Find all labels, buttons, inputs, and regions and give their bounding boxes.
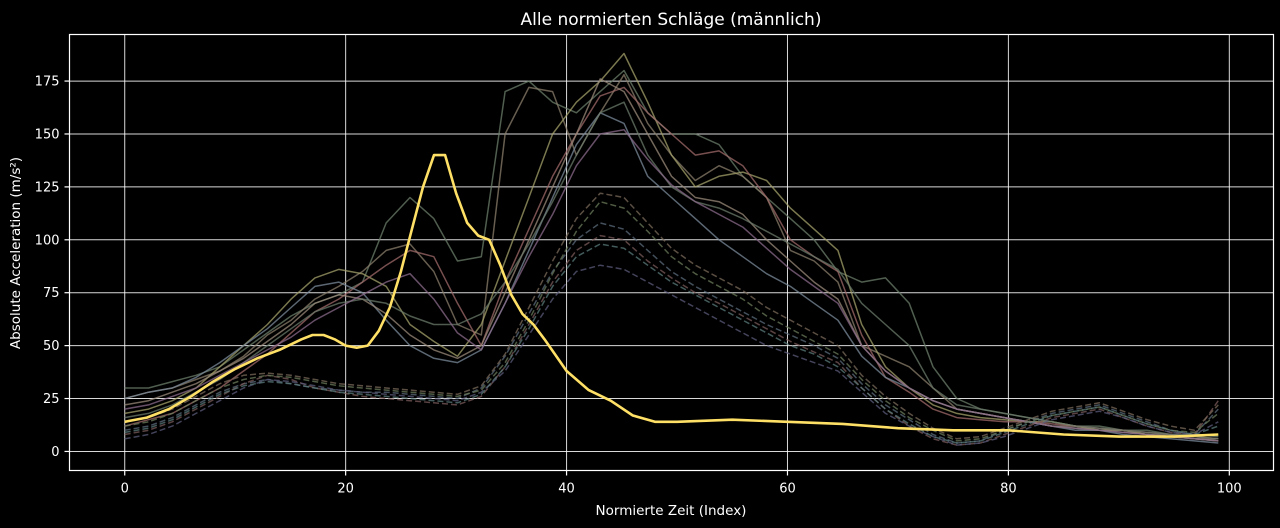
series-line-4	[124, 86, 1219, 440]
series-lines	[124, 52, 1219, 446]
series-line-14	[124, 243, 1219, 444]
x-axis-label: Normierte Zeit (Index)	[596, 503, 747, 519]
x-tick-label: 60	[779, 482, 796, 497]
x-tick-label: 40	[558, 482, 575, 497]
x-tick-label: 100	[1217, 482, 1242, 497]
series-line-8	[124, 128, 1219, 442]
plot-frame	[68, 33, 1275, 472]
series-line-10	[124, 234, 1219, 446]
series-line-13	[124, 192, 1219, 440]
y-tick-label: 75	[43, 286, 60, 301]
y-tick-label: 150	[35, 127, 60, 142]
series-line-12	[124, 264, 1219, 446]
x-tick-label: 80	[1000, 482, 1017, 497]
series-line-11	[124, 200, 1219, 442]
x-ticks: 0 20 40 60 80 100	[121, 470, 1242, 497]
y-tick-label: 175	[35, 75, 60, 90]
mean-line-group	[124, 153, 1219, 438]
y-tick-label: 0	[51, 445, 59, 460]
x-tick-label: 20	[337, 482, 354, 497]
chart-title: Alle normierten Schläge (männlich)	[521, 10, 822, 30]
y-tick-label: 100	[35, 233, 60, 248]
x-tick-label: 0	[121, 482, 129, 497]
y-tick-label: 125	[35, 180, 60, 195]
mean-line	[124, 153, 1219, 438]
y-axis-label: Absolute Acceleration (m/s²)	[8, 157, 24, 349]
y-tick-label: 25	[43, 392, 60, 407]
series-line-7	[124, 101, 1219, 440]
y-tick-label: 50	[43, 339, 60, 354]
y-ticks: 0 25 50 75 100 125 150 175	[35, 75, 70, 460]
grid-lines	[69, 34, 1274, 471]
